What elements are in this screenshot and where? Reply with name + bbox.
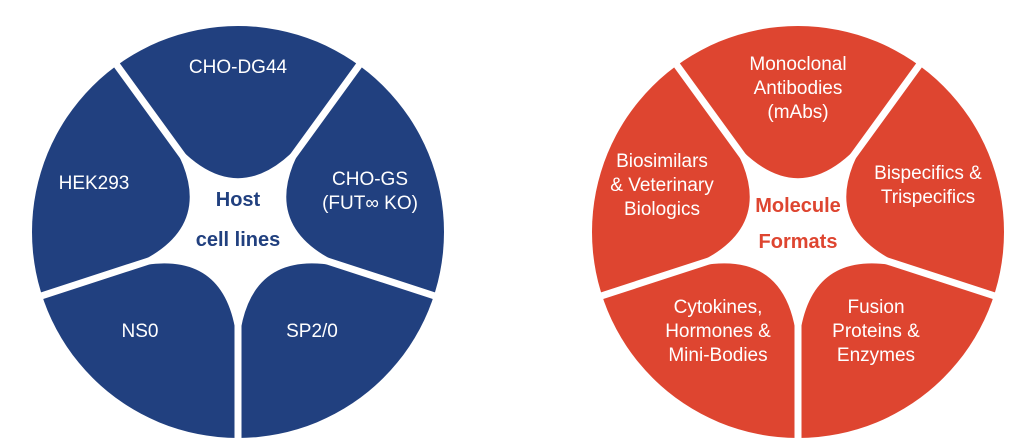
wheel-center-hole <box>116 128 360 360</box>
wheel-center-title: Molecule Formats <box>755 195 841 253</box>
host-cell-lines-wheel: CHO-DG44 CHO-GS (FUT∞ KO) SP2/0 NS0 HEK293 Hos… <box>32 26 444 442</box>
segment-label-bispecifics: Bispecifics & Trispecifics <box>874 163 982 208</box>
segment-divider <box>671 60 748 162</box>
segment-divider <box>37 256 154 301</box>
segment-label-hek293: HEK293 <box>59 173 130 194</box>
wheel-center-hole <box>676 128 920 360</box>
segment-divider <box>111 60 188 162</box>
segment-label-cho-gs: CHO-GS (FUT∞ KO) <box>322 169 418 214</box>
segment-divider <box>597 256 714 301</box>
segment-divider <box>848 60 925 162</box>
segment-label-cho-dg44: CHO-DG44 <box>189 57 288 78</box>
segment-divider <box>322 256 439 301</box>
segment-divider <box>882 256 999 301</box>
segment-label-sp2-0: SP2/0 <box>286 321 338 342</box>
wheel-center-title: Host cell lines <box>196 189 281 251</box>
molecule-formats-wheel: Monoclonal Antibodies (mAbs) Bispecifics & T… <box>592 26 1004 442</box>
segment-label-fusion-proteins: Fusion Proteins & Enzymes <box>832 297 920 366</box>
segment-label-cytokines: Cytokines, Hormones & Mini-Bodies <box>665 297 771 366</box>
segment-label-ns0: NS0 <box>122 321 159 342</box>
segment-label-mabs: Monoclonal Antibodies (mAbs) <box>749 54 846 123</box>
segment-divider <box>288 60 365 162</box>
segment-label-biosimilars: Biosimilars & Veterinary Biologics <box>610 151 714 220</box>
